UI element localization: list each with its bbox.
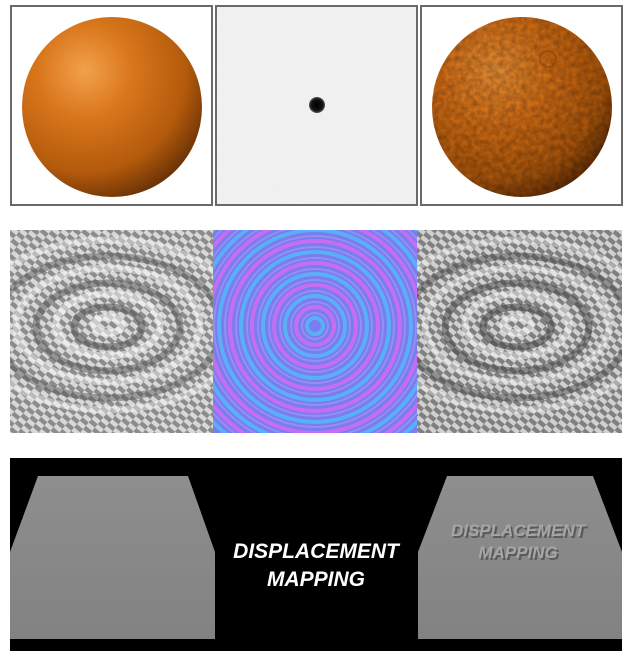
displacement-mapping-demo: DISPLACEMENT DISPLACEMENT MAPPING MAPPIN… — [10, 458, 622, 651]
ripple-normal-mapped-image — [417, 230, 622, 433]
noise-height-map-image — [215, 5, 418, 206]
flat-plane-shape — [10, 476, 215, 639]
embossed-text-highlight-1: DISPLACEMENT — [451, 521, 587, 540]
embossed-text-shadow-1: DISPLACEMENT — [453, 523, 589, 542]
normal-map-rings-image — [213, 230, 417, 433]
ripple-checkerboard-image — [10, 230, 213, 433]
displacement-mapping-label: DISPLACEMENT MAPPING — [10, 538, 622, 594]
bumped-sphere-image — [420, 5, 623, 206]
label-line-2: MAPPING — [266, 568, 365, 591]
label-line-1: DISPLACEMENT — [233, 540, 399, 563]
embossed-text-shadow-2: MAPPING — [480, 545, 559, 564]
displaced-plane-shape — [418, 476, 622, 639]
plain-sphere-image — [10, 5, 213, 206]
embossed-text-highlight-2: MAPPING — [478, 543, 557, 562]
